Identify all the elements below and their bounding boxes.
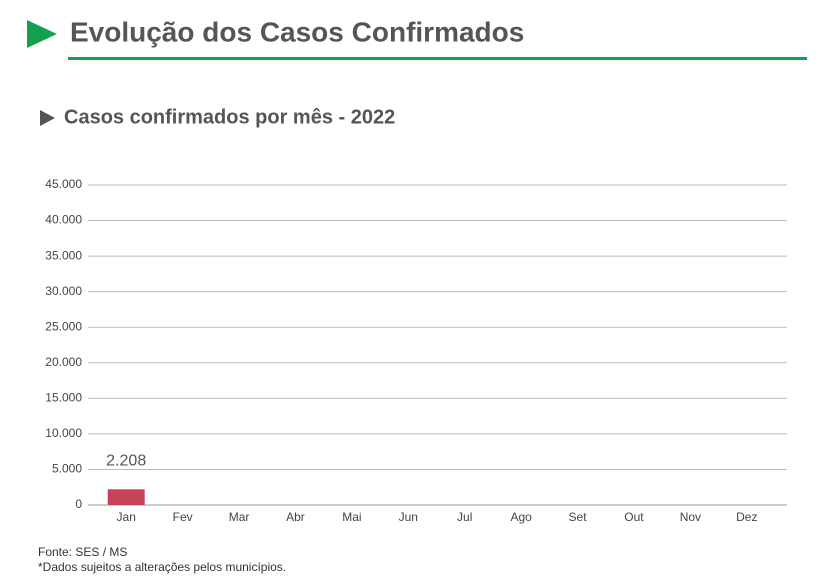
y-tick-label: 0 <box>75 497 82 511</box>
x-tick-label: Mai <box>342 510 361 524</box>
disclaimer-note: *Dados sujeitos a alterações pelos munic… <box>38 560 286 574</box>
subtitle-marker <box>40 110 55 126</box>
source-note: Fonte: SES / MS <box>38 545 127 559</box>
x-tick-label: Dez <box>736 510 757 524</box>
y-tick-label: 25.000 <box>45 319 82 333</box>
x-tick-label: Jul <box>457 510 472 524</box>
x-tick-label: Nov <box>680 510 701 524</box>
bar <box>107 489 145 505</box>
title-underline <box>68 57 807 60</box>
x-tick-label: Out <box>624 510 644 524</box>
chart-subtitle: Casos confirmados por mês - 2022 <box>64 106 395 128</box>
y-tick-label: 15.000 <box>45 391 82 405</box>
x-tick-label: Abr <box>286 510 305 524</box>
x-tick-label: Mar <box>229 510 250 524</box>
y-tick-label: 10.000 <box>45 426 82 440</box>
y-tick-label: 35.000 <box>45 248 82 262</box>
x-tick-label: Ago <box>510 510 532 524</box>
x-tick-label: Jan <box>117 510 136 524</box>
y-tick-label: 30.000 <box>45 284 82 298</box>
data-label: 2.208 <box>106 453 146 470</box>
x-tick-label: Fev <box>173 510 193 524</box>
chart-title: Evolução dos Casos Confirmados <box>70 16 524 47</box>
y-tick-label: 5.000 <box>52 462 82 476</box>
title-marker <box>27 20 57 48</box>
y-tick-label: 45.000 <box>45 177 82 191</box>
y-tick-label: 20.000 <box>45 355 82 369</box>
y-tick-label: 40.000 <box>45 213 82 227</box>
x-tick-label: Jun <box>399 510 418 524</box>
x-tick-label: Set <box>569 510 588 524</box>
